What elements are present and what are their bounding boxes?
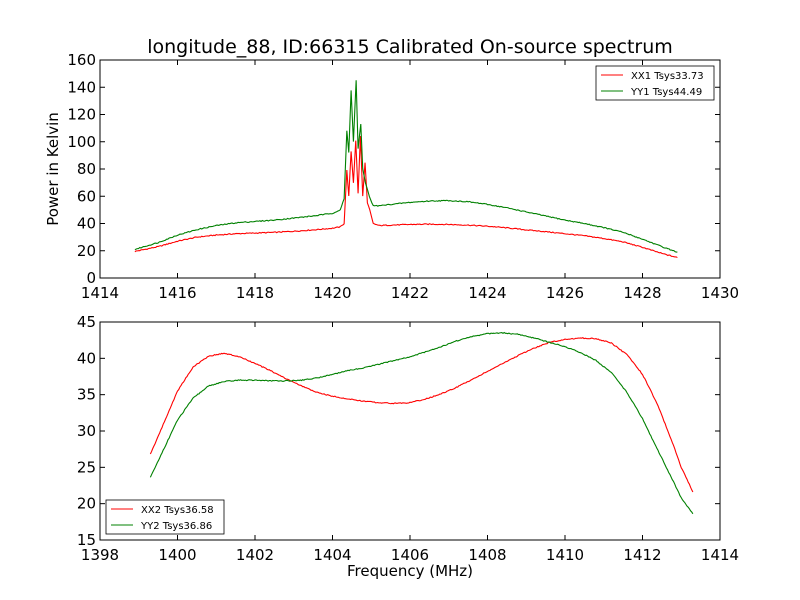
upper-x-tick-label: 1418 [236,284,274,302]
upper-series-layer [134,80,678,259]
lower-x-tick-label: 1414 [701,546,739,564]
lower-spectrum-plot: 1398 1400 1402 1404 1406 1408 1410 1412 1414 15 20… [77,313,739,580]
upper-legend-box [595,65,715,101]
upper-x-tick-label: 1416 [158,284,196,302]
upper-y-tick-label: 40 [77,215,96,233]
upper-x-tick-label: 1428 [623,284,661,302]
lower-x-axis-label: Frequency (MHz) [347,562,473,580]
lower-y-tick-label: 25 [77,458,96,476]
upper-y-tick-label: 80 [77,160,96,178]
upper-y-tick-label: 0 [86,269,96,287]
upper-x-tick-label: 1414 [81,284,119,302]
upper-y-tick-label: 120 [67,106,96,124]
upper-y-tick-label: 60 [77,187,96,205]
lower-y-tick-label: 20 [77,495,96,513]
upper-y-tick-label: 160 [67,51,96,69]
upper-x-tick-label: 1422 [391,284,429,302]
lower-series-line-xx2 [149,337,694,493]
lower-x-tick-label: 1410 [546,546,584,564]
lower-x-tick-label: 1398 [81,546,119,564]
upper-series-line-xx1 [134,136,678,259]
lower-x-tick-label: 1404 [313,546,351,564]
lower-x-tick-label: 1412 [623,546,661,564]
upper-y-axis-label: Power in Kelvin [44,112,62,226]
lower-ticks: 1398 1400 1402 1404 1406 1408 1410 1412 1414 15 20… [77,313,739,564]
figure-title: longitude_88, ID:66315 Calibrated On-sou… [147,36,673,58]
legend-label-xx1: XX1 Tsys33.73 [631,71,704,82]
upper-legend: XX1 Tsys33.73 YY1 Tsys44.49 [595,65,715,101]
lower-x-tick-label: 1408 [468,546,506,564]
upper-x-tick-label: 1430 [701,284,739,302]
upper-y-tick-label: 100 [67,133,96,151]
lower-x-tick-label: 1406 [391,546,429,564]
upper-ticks: 1414 1416 1418 1420 1422 1424 1426 1428 1430 0 20 4… [67,51,739,302]
lower-series-line-yy2 [149,331,694,515]
legend-label-yy2: YY2 Tsys36.86 [140,521,212,532]
upper-x-tick-label: 1424 [468,284,506,302]
upper-series-line-yy1 [134,80,678,253]
legend-label-yy1: YY1 Tsys44.49 [630,87,702,98]
upper-y-tick-label: 140 [67,78,96,96]
upper-x-tick-label: 1426 [546,284,584,302]
lower-legend-box [105,499,225,535]
upper-x-tick-label: 1420 [313,284,351,302]
lower-y-tick-label: 30 [77,422,96,440]
lower-x-tick-label: 1402 [236,546,274,564]
lower-x-tick-label: 1400 [158,546,196,564]
lower-y-tick-label: 15 [77,531,96,549]
lower-y-tick-label: 40 [77,349,96,367]
legend-label-xx2: XX2 Tsys36.58 [141,505,214,516]
lower-y-tick-label: 45 [77,313,96,331]
lower-series-layer [149,331,694,515]
lower-legend: XX2 Tsys36.58 YY2 Tsys36.86 [105,499,225,535]
lower-y-tick-label: 35 [77,386,96,404]
upper-spectrum-plot: 1414 1416 1418 1420 1422 1424 1426 1428 1430 0 20 4… [44,51,739,302]
upper-y-tick-label: 20 [77,242,96,260]
